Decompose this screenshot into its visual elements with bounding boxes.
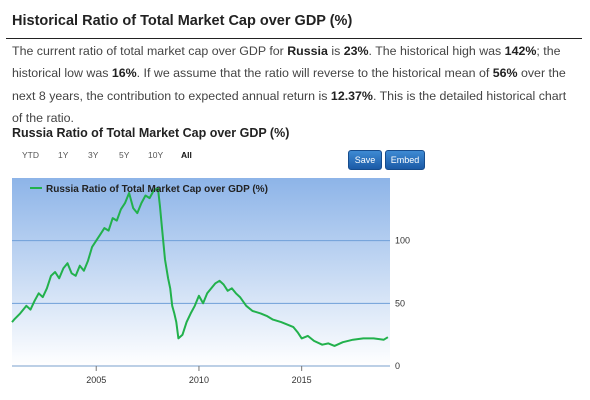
- range-1y-button[interactable]: 1Y: [58, 150, 69, 160]
- historical-mean: 56%: [492, 66, 518, 81]
- y-tick-label: 50: [395, 298, 405, 308]
- range-10y-button[interactable]: 10Y: [148, 150, 164, 160]
- country-name: Russia: [287, 44, 328, 58]
- y-tick-label: 100: [395, 236, 410, 246]
- range-5y-button[interactable]: 5Y: [119, 150, 130, 160]
- chart-title: Russia Ratio of Total Market Cap over GD…: [12, 126, 290, 140]
- legend-label: Russia Ratio of Total Market Cap over GD…: [46, 184, 268, 195]
- y-tick-label: 0: [395, 361, 400, 371]
- x-tick-label: 2010: [189, 375, 209, 385]
- save-button[interactable]: Save: [348, 150, 382, 170]
- expected-return: 12.37%: [330, 88, 373, 103]
- x-tick-label: 2015: [292, 375, 312, 385]
- x-tick-label: 2005: [86, 375, 106, 385]
- summary-paragraph: The current ratio of total market cap ov…: [12, 44, 567, 125]
- range-3y-button[interactable]: 3Y: [88, 150, 99, 160]
- range-ytd-button[interactable]: YTD: [22, 150, 39, 160]
- range-all-button[interactable]: All: [181, 150, 192, 160]
- current-ratio: 23%: [343, 44, 369, 58]
- plot-background: [12, 178, 390, 366]
- section-title: Historical Ratio of Total Market Cap ove…: [12, 13, 353, 29]
- series-line: [11, 187, 389, 347]
- title-divider: [6, 38, 582, 39]
- historical-high: 142%: [504, 44, 537, 58]
- historical-low: 16%: [111, 66, 137, 81]
- embed-button[interactable]: Embed: [385, 150, 425, 170]
